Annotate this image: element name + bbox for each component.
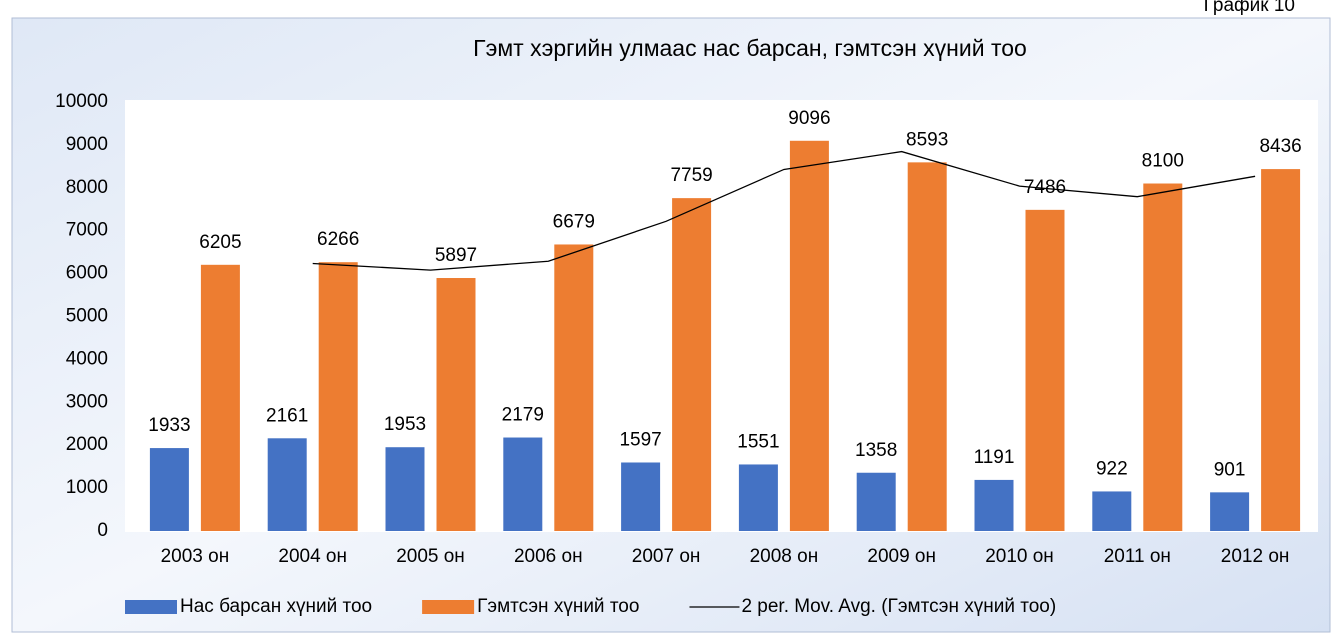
data-label: 1933 [148, 415, 190, 436]
corner-label: График 10 [1204, 0, 1295, 16]
bar [1025, 209, 1065, 532]
x-tick-label: 2011 он [1104, 546, 1171, 567]
legend-swatch [422, 600, 475, 614]
data-label: 7759 [670, 165, 712, 186]
y-tick-label: 7000 [66, 220, 108, 241]
bar [974, 479, 1014, 531]
bar [789, 140, 829, 531]
data-label: 6205 [199, 232, 241, 253]
y-tick-label: 9000 [66, 134, 108, 155]
data-label: 1358 [855, 440, 897, 461]
x-tick-label: 2006 он [514, 546, 583, 567]
moving-average-line [312, 150, 1256, 271]
x-tick-label: 2010 он [985, 546, 1054, 567]
bar [1092, 491, 1132, 531]
data-label: 2161 [266, 405, 308, 426]
y-tick-label: 10000 [55, 91, 108, 112]
bar [1261, 169, 1301, 532]
bar [267, 438, 307, 531]
x-tick-label: 2012 он [1221, 546, 1290, 567]
x-tick-label: 2003 он [161, 546, 230, 567]
data-label: 9096 [788, 108, 830, 129]
bar [318, 262, 358, 531]
data-label: 6679 [553, 211, 595, 232]
bar [856, 472, 896, 531]
y-tick-label: 3000 [66, 391, 108, 412]
legend-label: Гэмтсэн хүний тоо [477, 596, 639, 617]
data-label: 6266 [317, 229, 359, 250]
y-tick-label: 2000 [66, 434, 108, 455]
x-tick-label: 2007 он [632, 546, 701, 567]
data-label: 2179 [502, 405, 544, 426]
x-tick-label: 2005 он [396, 546, 465, 567]
data-label: 8593 [906, 129, 948, 150]
data-label: 8436 [1259, 136, 1301, 157]
data-label: 922 [1096, 458, 1128, 479]
x-tick-label: 2009 он [867, 546, 936, 567]
y-tick-label: 5000 [66, 306, 108, 327]
bar [672, 198, 712, 531]
bar [621, 462, 661, 531]
bar [1143, 183, 1183, 531]
data-label: 1551 [737, 431, 779, 452]
x-tick-label: 2008 он [750, 546, 819, 567]
x-tick-label: 2004 он [278, 546, 347, 567]
bar [503, 437, 543, 531]
bar [554, 244, 594, 532]
data-label: 5897 [435, 245, 477, 266]
data-label: 1597 [619, 430, 661, 451]
data-label: 7486 [1024, 177, 1066, 198]
data-label: 1953 [384, 414, 426, 435]
bar [738, 464, 778, 531]
y-tick-label: 0 [97, 520, 108, 541]
bar [1210, 492, 1250, 531]
y-tick-label: 6000 [66, 263, 108, 284]
legend-label: 2 per. Mov. Avg. (Гэмтсэн хүний тоо) [741, 596, 1056, 617]
legend-label: Нас барсан хүний тоо [180, 596, 372, 617]
chart-title: Гэмт хэргийн улмаас нас барсан, гэмтсэн … [473, 35, 1027, 61]
bar [149, 448, 189, 531]
data-label: 901 [1214, 459, 1246, 480]
bar [385, 447, 425, 531]
bar [200, 264, 240, 531]
y-tick-label: 8000 [66, 177, 108, 198]
bar [436, 278, 476, 531]
y-tick-label: 1000 [66, 477, 108, 498]
bar [907, 162, 947, 532]
legend-swatch [125, 600, 177, 614]
data-label: 1191 [974, 447, 1015, 468]
data-label: 8100 [1142, 151, 1184, 172]
y-tick-label: 4000 [66, 348, 108, 369]
